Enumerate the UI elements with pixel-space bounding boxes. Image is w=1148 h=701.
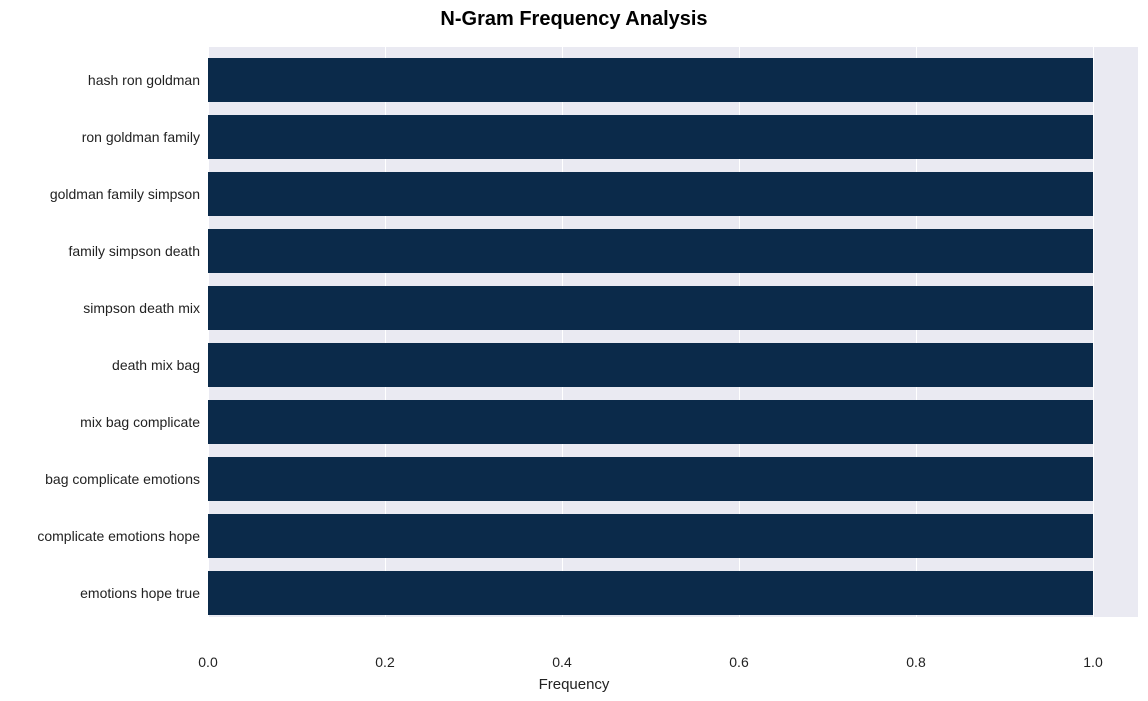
y-tick-label: ron goldman family	[0, 130, 200, 144]
bar	[208, 514, 1093, 558]
y-tick-label: bag complicate emotions	[0, 472, 200, 486]
bar	[208, 571, 1093, 615]
y-tick-label: goldman family simpson	[0, 187, 200, 201]
bar	[208, 229, 1093, 273]
x-tick-label: 0.4	[552, 654, 571, 670]
x-tick-label: 0.0	[198, 654, 217, 670]
bar	[208, 172, 1093, 216]
bar	[208, 457, 1093, 501]
x-tick-label: 1.0	[1083, 654, 1102, 670]
chart-title: N-Gram Frequency Analysis	[0, 8, 1148, 31]
y-tick-label: hash ron goldman	[0, 73, 200, 87]
plot-area	[208, 35, 1138, 645]
bar	[208, 400, 1093, 444]
y-tick-label: emotions hope true	[0, 586, 200, 600]
gridline-vertical	[1093, 35, 1094, 645]
x-tick-label: 0.8	[906, 654, 925, 670]
x-tick-label: 0.6	[729, 654, 748, 670]
y-tick-label: mix bag complicate	[0, 415, 200, 429]
y-tick-label: simpson death mix	[0, 301, 200, 315]
bar	[208, 343, 1093, 387]
y-tick-label: complicate emotions hope	[0, 529, 200, 543]
bar	[208, 286, 1093, 330]
y-tick-label: death mix bag	[0, 358, 200, 372]
bar	[208, 115, 1093, 159]
ngram-frequency-chart: N-Gram Frequency Analysis hash ron goldm…	[0, 0, 1148, 701]
x-axis-label: Frequency	[0, 676, 1148, 693]
bar	[208, 58, 1093, 102]
y-tick-label: family simpson death	[0, 244, 200, 258]
x-tick-label: 0.2	[375, 654, 394, 670]
